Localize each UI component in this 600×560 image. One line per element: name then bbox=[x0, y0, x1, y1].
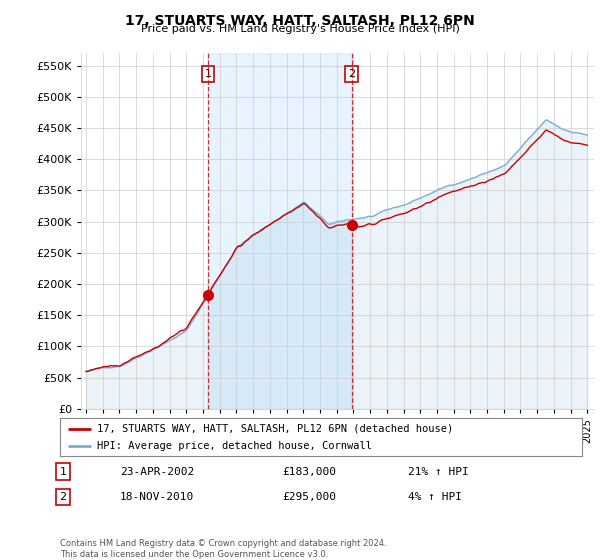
Text: 17, STUARTS WAY, HATT, SALTASH, PL12 6PN: 17, STUARTS WAY, HATT, SALTASH, PL12 6PN bbox=[125, 14, 475, 28]
Text: 17, STUARTS WAY, HATT, SALTASH, PL12 6PN (detached house): 17, STUARTS WAY, HATT, SALTASH, PL12 6PN… bbox=[97, 424, 453, 434]
Text: £295,000: £295,000 bbox=[282, 492, 336, 502]
Bar bbox=[208, 53, 352, 409]
Text: 1: 1 bbox=[59, 466, 67, 477]
Text: 1: 1 bbox=[205, 69, 212, 79]
Text: 4% ↑ HPI: 4% ↑ HPI bbox=[408, 492, 462, 502]
Text: Price paid vs. HM Land Registry's House Price Index (HPI): Price paid vs. HM Land Registry's House … bbox=[140, 24, 460, 34]
Text: 18-NOV-2010: 18-NOV-2010 bbox=[120, 492, 194, 502]
Text: 21% ↑ HPI: 21% ↑ HPI bbox=[408, 466, 469, 477]
Text: HPI: Average price, detached house, Cornwall: HPI: Average price, detached house, Corn… bbox=[97, 441, 371, 451]
Text: 2: 2 bbox=[59, 492, 67, 502]
Text: 2: 2 bbox=[348, 69, 355, 79]
Text: 23-APR-2002: 23-APR-2002 bbox=[120, 466, 194, 477]
Text: £183,000: £183,000 bbox=[282, 466, 336, 477]
Text: Contains HM Land Registry data © Crown copyright and database right 2024.
This d: Contains HM Land Registry data © Crown c… bbox=[60, 539, 386, 559]
